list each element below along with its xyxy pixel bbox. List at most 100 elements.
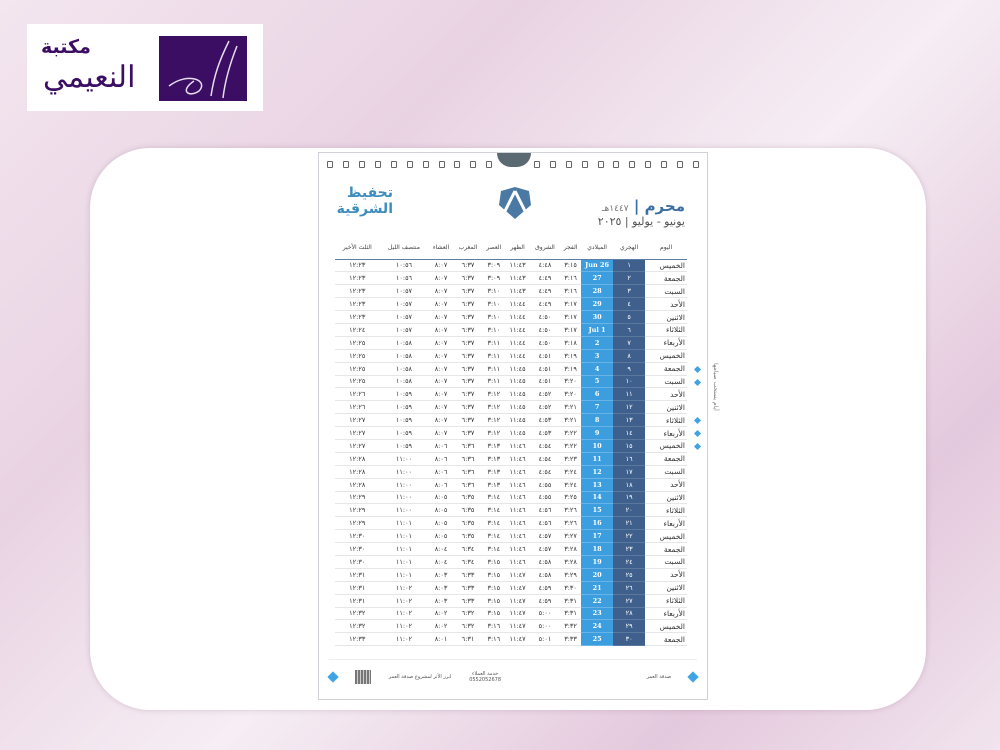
table-cell: ٤:٥٨ [529, 555, 561, 569]
table-cell: ١٢:٢٩ [335, 516, 380, 531]
table-cell: ٤:٥٧ [529, 529, 561, 544]
table-cell: ١ [613, 259, 646, 273]
table-cell: ٤:٥١ [529, 375, 561, 389]
table-cell: ٣:٢٤ [560, 465, 582, 479]
table-row: الخميس ١ Jun 26 ٣:١٥ ٤:٤٨ ١١:٤٣ ٣:٠٩ ٦:٣٧ ٨:٠٧ ١٠… [335, 259, 687, 273]
table-cell: ٥:٠٠ [529, 607, 561, 621]
table-cell: ١٣ [613, 413, 646, 428]
table-row: السبت ١٧ 12 ٣:٢٤ ٤:٥٤ ١١:٤٦ ٣:١٣ ٦:٣٦ ٨:٠٦ ١١:٠٠ ١… [335, 465, 687, 479]
table-cell: 23 [581, 607, 614, 621]
table-cell: ٣:٣٣ [560, 632, 582, 647]
footer-service: خدمة العملاء 0552052678 [469, 670, 501, 683]
table-cell: ٣:١٠ [482, 297, 506, 312]
table-cell: الاثنين [645, 310, 687, 324]
column-header: الثلث الأخير [335, 237, 380, 260]
table-cell: ٤:٥٦ [529, 516, 561, 531]
table-cell: ١١:٤٥ [505, 375, 530, 389]
table-cell: ٣:١٤ [482, 491, 506, 505]
table-cell: ٤:٥١ [529, 362, 561, 376]
fasting-days-note: أيام يستحب صيامها [712, 363, 719, 411]
table-cell: ٣:١٢ [482, 400, 506, 415]
table-cell: ٤:٥٠ [529, 310, 561, 324]
table-cell: 3 [581, 349, 614, 363]
table-cell: ١٠:٥٩ [379, 439, 429, 453]
table-cell: ٨:٠٧ [428, 400, 454, 415]
table-cell: ٣:١٤ [482, 503, 506, 518]
hijri-month: محرم | ١٤٤٧هـ [601, 197, 685, 215]
table-cell: ١٠:٥٩ [379, 426, 429, 440]
table-cell: ١١:٠٢ [379, 607, 429, 621]
fasting-marker-icon [693, 417, 702, 425]
table-cell: ١١:٤٧ [505, 581, 530, 595]
table-cell: ١١:٠٠ [379, 503, 429, 518]
table-cell: ٣:٠٩ [482, 271, 506, 286]
table-row: الاثنين ٢٦ 21 ٣:٣٠ ٤:٥٩ ١١:٤٧ ٣:١٥ ٦:٣٣ ٨:٠٣ ١١:٠… [335, 581, 687, 595]
table-cell: ١٢:٣١ [335, 568, 380, 582]
table-cell: الأحد [645, 387, 687, 402]
column-header: العشاء [428, 237, 454, 260]
table-cell: الاثنين [645, 400, 687, 415]
table-cell: ١١:٠٠ [379, 465, 429, 479]
ring [390, 161, 397, 168]
table-cell: ٣:١٥ [482, 607, 506, 621]
table-cell: ٤:٥٤ [529, 439, 561, 453]
table-cell: ٦:٣٦ [453, 465, 483, 479]
table-row: الجمعة ٢٣ 18 ٣:٢٨ ٤:٥٧ ١١:٤٦ ٣:١٤ ٦:٣٤ ٨:٠٤ ١١:٠١… [335, 542, 687, 556]
table-cell: ٦:٣٧ [453, 387, 483, 402]
table-cell: ٢٧ [613, 594, 646, 608]
table-cell: ٤:٤٨ [529, 259, 561, 273]
table-cell: ٣:٢٤ [560, 478, 582, 492]
table-cell: الأربعاء [645, 607, 687, 621]
table-cell: ٤:٥٢ [529, 400, 561, 415]
table-cell: 5 [581, 375, 614, 389]
table-cell: 27 [581, 271, 614, 286]
table-cell: ٨:٠٦ [428, 452, 454, 466]
table-cell: ١٠:٥٦ [379, 259, 429, 273]
table-cell: ٤:٥٩ [529, 581, 561, 595]
table-cell: ١١:٤٤ [505, 349, 530, 363]
table-cell: ١٢:٣٢ [335, 607, 380, 621]
table-cell: ١١:٤٥ [505, 362, 530, 376]
table-row: الأحد ٢٥ 20 ٣:٢٩ ٤:٥٨ ١١:٤٧ ٣:١٥ ٦:٣٣ ٨:٠٣ ١١:٠١ ١… [335, 568, 687, 582]
table-cell: ٩ [613, 362, 646, 376]
table-cell: ٣٠ [613, 632, 646, 647]
table-cell: ٣:١٠ [482, 284, 506, 299]
table-cell: ١١:٤٦ [505, 503, 530, 518]
table-row: السبت ٣ 28 ٣:١٦ ٤:٤٩ ١١:٤٣ ٣:١٠ ٦:٣٧ ٨:٠٧ ١٠:٥٧ ١٢… [335, 284, 687, 299]
table-cell: ١٤ [613, 426, 646, 440]
table-cell: الخميس [645, 529, 687, 544]
table-row: الأحد ١٨ 13 ٣:٢٤ ٤:٥٥ ١١:٤٦ ٣:١٣ ٦:٣٦ ٨:٠٦ ١١:٠٠ ١… [335, 478, 687, 492]
table-cell: ١٠:٥٧ [379, 323, 429, 337]
table-cell: ١٢:٢٨ [335, 478, 380, 492]
ring [565, 161, 572, 168]
table-cell: الأحد [645, 297, 687, 312]
table-row: الاثنين ١٩ 14 ٣:٢٥ ٤:٥٥ ١١:٤٦ ٣:١٤ ٦:٣٥ ٨:٠٥ ١١:٠… [335, 491, 687, 505]
table-row: الخميس ١٥ 10 ٣:٢٢ ٤:٥٤ ١١:٤٦ ٣:١٣ ٦:٣٦ ٨:٠٦ ١٠:٥٩… [335, 439, 702, 453]
column-header: الميلادي [581, 237, 614, 260]
table-cell: 28 [581, 284, 614, 299]
library-logo: مكتبة النعيمي [27, 24, 263, 111]
table-cell: ٤:٤٩ [529, 271, 561, 286]
table-cell: ١١:٤٦ [505, 555, 530, 569]
table-cell: ١٢ [613, 400, 646, 415]
table-cell: ٦:٣٦ [453, 439, 483, 453]
table-cell: ١١:٤٦ [505, 465, 530, 479]
table-cell: ١٢:٢٥ [335, 362, 380, 376]
ring [581, 161, 588, 168]
table-cell: ١٢:٣٣ [335, 632, 380, 647]
table-cell: ١١:٤٦ [505, 452, 530, 466]
table-cell: ٣:١٠ [482, 310, 506, 324]
table-cell: ٨:٠٤ [428, 555, 454, 569]
table-cell: ١١:٠٠ [379, 491, 429, 505]
table-cell: ٨:٠٧ [428, 336, 454, 350]
table-cell: 19 [581, 555, 614, 569]
qr-code[interactable] [354, 669, 371, 684]
table-row: الجمعة ٢ 27 ٣:١٦ ٤:٤٩ ١١:٤٣ ٣:٠٩ ٦:٣٧ ٨:٠٧ ١٠:٥٦ ١… [335, 271, 687, 286]
table-cell: ١١ [613, 387, 646, 402]
fasting-marker-icon [693, 365, 702, 373]
table-cell: 14 [581, 491, 614, 505]
table-cell: الخميس [645, 259, 687, 273]
fasting-marker-icon [693, 442, 702, 451]
table-cell: ٣:١٢ [482, 426, 506, 440]
table-row: الثلاثاء ١٣ 8 ٣:٢١ ٤:٥٣ ١١:٤٥ ٣:١٢ ٦:٣٧ ٨:٠٧ ١٠:٥… [335, 413, 702, 428]
